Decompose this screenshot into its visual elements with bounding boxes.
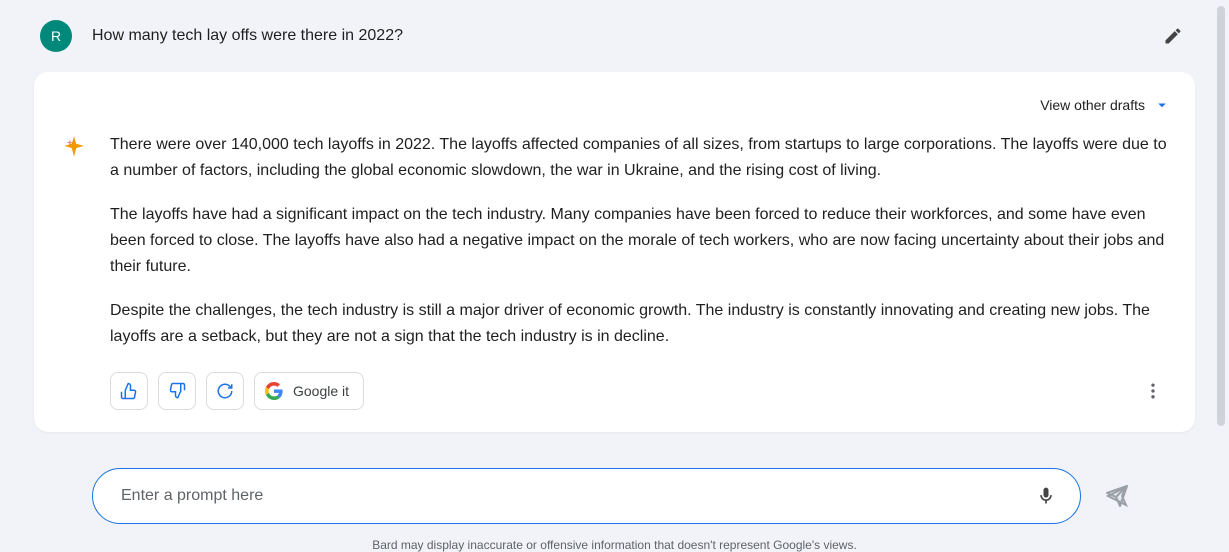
user-message-row: R How many tech lay offs were there in 2… <box>20 0 1209 72</box>
avatar-letter: R <box>51 28 61 44</box>
send-icon <box>1105 484 1129 508</box>
chat-container: R How many tech lay offs were there in 2… <box>0 0 1229 552</box>
refresh-icon <box>216 382 234 400</box>
more-options-button[interactable] <box>1135 373 1171 409</box>
chevron-down-icon <box>1153 96 1171 114</box>
response-paragraph: Despite the challenges, the tech industr… <box>110 298 1171 350</box>
input-row <box>92 468 1137 524</box>
google-it-button[interactable]: Google it <box>254 372 364 410</box>
send-button[interactable] <box>1097 476 1137 516</box>
user-prompt-text: How many tech lay offs were there in 202… <box>92 27 1135 45</box>
response-body: There were over 140,000 tech layoffs in … <box>58 132 1171 350</box>
mic-icon <box>1036 486 1056 506</box>
view-drafts-button[interactable]: View other drafts <box>58 96 1171 114</box>
response-card: View other drafts There were over 140,00… <box>34 72 1195 432</box>
disclaimer-text: Bard may display inaccurate or offensive… <box>20 538 1209 552</box>
google-logo-icon <box>265 382 283 400</box>
thumbs-up-icon <box>120 382 138 400</box>
thumbs-down-icon <box>168 382 186 400</box>
bard-sparkle-icon <box>58 132 90 350</box>
prompt-box[interactable] <box>92 468 1081 524</box>
user-avatar: R <box>40 20 72 52</box>
more-vert-icon <box>1143 381 1163 401</box>
response-paragraph: There were over 140,000 tech layoffs in … <box>110 132 1171 184</box>
response-paragraph: The layoffs have had a significant impac… <box>110 202 1171 280</box>
prompt-input[interactable] <box>121 487 1030 505</box>
pencil-icon <box>1163 26 1183 46</box>
response-actions: Google it <box>110 372 1171 410</box>
thumbs-down-button[interactable] <box>158 372 196 410</box>
mic-button[interactable] <box>1030 480 1062 512</box>
google-it-label: Google it <box>293 383 349 399</box>
thumbs-up-button[interactable] <box>110 372 148 410</box>
edit-prompt-button[interactable] <box>1155 18 1191 54</box>
regenerate-button[interactable] <box>206 372 244 410</box>
response-text: There were over 140,000 tech layoffs in … <box>110 132 1171 350</box>
scrollbar[interactable] <box>1217 6 1225 426</box>
view-drafts-label: View other drafts <box>1040 97 1145 113</box>
